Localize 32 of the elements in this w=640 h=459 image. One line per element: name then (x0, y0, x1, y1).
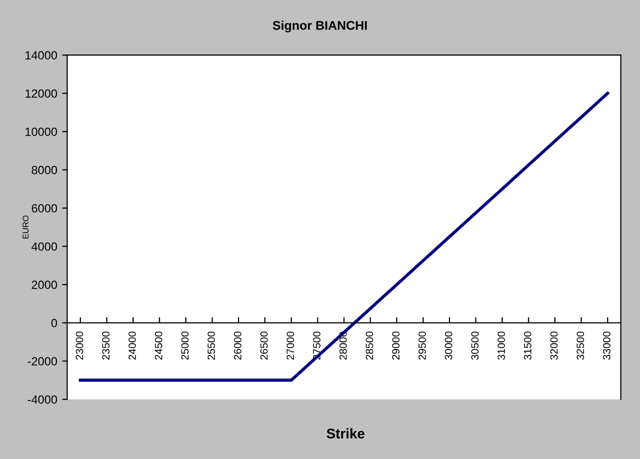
x-tick-label: 32500 (576, 332, 584, 360)
x-tick-label: 29500 (418, 332, 426, 360)
chart-title: Signor BIANCHI (272, 20, 367, 32)
y-tick-label: -4000 (28, 395, 58, 404)
y-tick-label: 0 (51, 318, 58, 328)
y-tick-label: -2000 (28, 357, 58, 366)
x-tick-label: 30000 (444, 332, 452, 360)
x-axis-title: Strike (326, 428, 364, 438)
y-axis-title: EURO (22, 216, 29, 239)
x-tick-label: 24500 (154, 332, 162, 360)
x-tick-label: 29000 (392, 332, 400, 360)
y-tick-label: 8000 (32, 166, 58, 174)
x-tick-label: 23000 (76, 332, 84, 360)
y-tick-label: 4000 (31, 242, 58, 251)
x-tick-label: 25500 (208, 332, 215, 360)
y-tick-label: 12000 (26, 89, 58, 98)
x-tick-label: 27000 (286, 332, 294, 360)
x-tick-label: 31500 (524, 332, 532, 360)
x-tick-label: 25000 (181, 332, 189, 360)
x-tick-label: 24000 (128, 332, 136, 360)
x-tick-label: 23500 (102, 332, 110, 360)
y-tick-label: 6000 (32, 204, 58, 212)
x-tick-label: 26000 (234, 332, 242, 360)
x-tick-label: 31000 (498, 332, 505, 360)
x-tick-label: 26500 (260, 332, 268, 360)
x-tick-label: 30500 (471, 332, 479, 360)
y-tick-label: 10000 (26, 128, 58, 136)
x-tick-label: 32000 (550, 332, 558, 360)
x-tick-label: 33000 (603, 332, 610, 360)
x-tick-label: 28500 (366, 332, 374, 360)
y-tick-label: 2000 (32, 280, 58, 289)
y-tick-label: 14000 (26, 51, 58, 60)
